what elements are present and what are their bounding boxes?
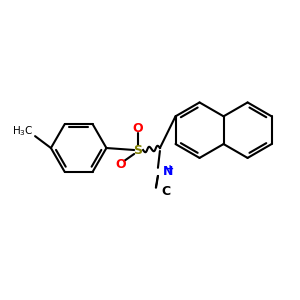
Text: O: O: [133, 122, 143, 135]
Text: H$_3$C: H$_3$C: [11, 124, 33, 138]
Text: C: C: [161, 185, 170, 198]
Text: +: +: [166, 164, 174, 174]
Text: O: O: [115, 158, 126, 171]
Text: N: N: [163, 165, 173, 178]
Text: S: S: [134, 143, 142, 157]
